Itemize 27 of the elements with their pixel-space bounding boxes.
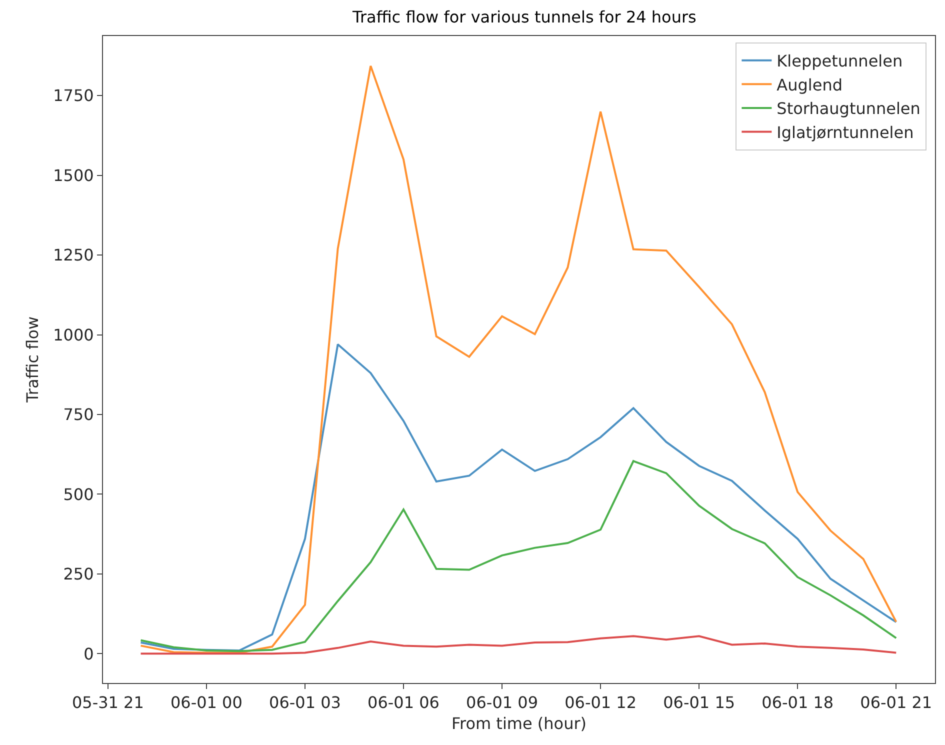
y-tick-label: 500	[63, 484, 94, 504]
y-tick-label: 1500	[53, 166, 94, 185]
x-tick-label: 06-01 06	[368, 693, 440, 712]
x-tick-label: 05-31 21	[72, 693, 144, 712]
line-series	[140, 635, 898, 655]
y-tick-label: 0	[84, 644, 94, 664]
y-tick-label: 1750	[53, 86, 94, 106]
line-series	[140, 343, 898, 652]
x-tick-label: 06-01 03	[269, 693, 341, 712]
y-axis-title: Traffic flow	[22, 316, 42, 404]
y-tick-label: 1000	[53, 325, 94, 344]
x-tick-label: 06-01 09	[466, 693, 538, 712]
line-series	[140, 460, 898, 652]
x-tick-label: 06-01 12	[564, 693, 637, 712]
x-tick-label: 06-01 15	[663, 693, 736, 712]
x-tick-label: 06-01 18	[762, 693, 834, 712]
y-tick-label: 1250	[53, 246, 94, 265]
y-tick-label: 250	[63, 564, 94, 584]
chart-title: Traffic flow for various tunnels for 24 hours	[352, 7, 696, 26]
legend-label: Kleppetunnelen	[776, 52, 903, 71]
legend-label: Storhaugtunnelen	[776, 99, 920, 118]
x-axis-title: From time (hour)	[451, 714, 587, 733]
y-tick-label: 750	[63, 405, 94, 424]
x-tick-label: 06-01 00	[170, 693, 242, 712]
legend-label: Iglatjørntunnelen	[776, 123, 914, 142]
legend-label: Auglend	[776, 75, 843, 94]
x-tick-label: 06-01 21	[860, 693, 932, 712]
